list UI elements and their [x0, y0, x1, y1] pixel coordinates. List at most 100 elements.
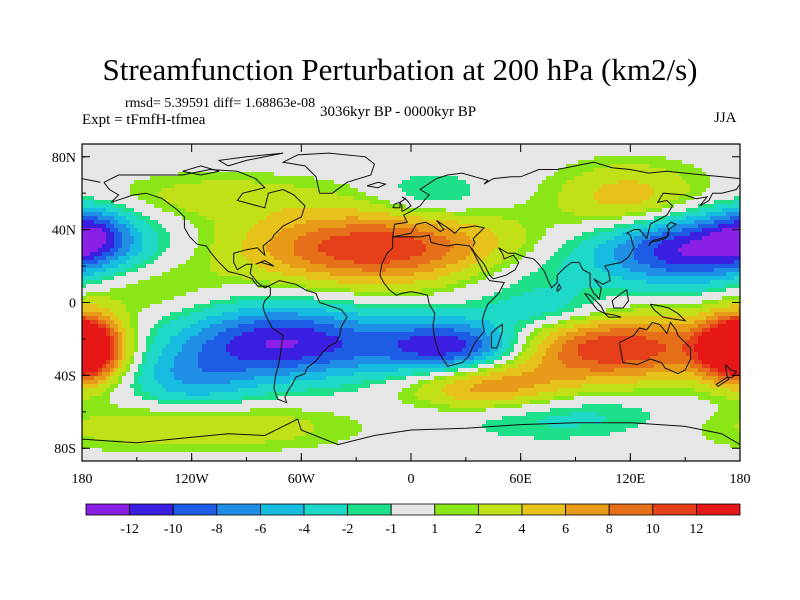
field-cell: [378, 168, 383, 173]
field-cell: [234, 208, 239, 213]
field-cell: [134, 172, 139, 177]
field-cell: [254, 220, 259, 225]
field-cell: [314, 216, 319, 221]
field-cell: [258, 160, 263, 165]
field-cell: [478, 192, 483, 197]
field-cell: [546, 152, 551, 157]
field-cell: [410, 248, 415, 253]
field-cell: [530, 164, 535, 169]
field-cell: [662, 180, 667, 185]
field-cell: [310, 256, 315, 261]
field-cell: [466, 200, 471, 205]
field-cell: [150, 172, 155, 177]
field-cell: [198, 212, 203, 217]
field-cell: [210, 256, 215, 261]
field-cell: [230, 148, 235, 153]
field-cell: [606, 244, 611, 249]
field-cell: [150, 164, 155, 169]
field-cell: [222, 156, 227, 161]
field-cell: [694, 200, 699, 205]
field-cell: [310, 200, 315, 205]
field-cell: [586, 236, 591, 241]
field-cell: [426, 236, 431, 241]
field-cell: [594, 204, 599, 209]
field-cell: [438, 168, 443, 173]
field-cell: [522, 148, 527, 153]
field-cell: [670, 236, 675, 241]
field-cell: [586, 248, 591, 253]
field-cell: [654, 244, 659, 249]
field-cell: [546, 172, 551, 177]
field-cell: [154, 224, 159, 229]
field-cell: [470, 208, 475, 213]
field-cell: [222, 232, 227, 237]
field-cell: [574, 212, 579, 217]
field-cell: [142, 256, 147, 261]
field-cell: [318, 236, 323, 241]
field-cell: [630, 216, 635, 221]
field-cell: [250, 156, 255, 161]
field-cell: [674, 252, 679, 257]
field-cell: [366, 176, 371, 181]
field-cell: [646, 172, 651, 177]
field-cell: [546, 196, 551, 201]
field-cell: [398, 164, 403, 169]
field-cell: [482, 216, 487, 221]
field-cell: [390, 224, 395, 229]
field-cell: [202, 256, 207, 261]
field-cell: [294, 248, 299, 253]
field-cell: [482, 212, 487, 217]
field-cell: [486, 160, 491, 165]
field-cell: [198, 204, 203, 209]
field-cell: [594, 232, 599, 237]
field-cell: [594, 220, 599, 225]
field-cell: [306, 180, 311, 185]
field-cell: [366, 220, 371, 225]
field-cell: [118, 224, 123, 229]
field-cell: [174, 196, 179, 201]
field-cell: [306, 248, 311, 253]
field-cell: [194, 164, 199, 169]
field-cell: [538, 224, 543, 229]
field-cell: [738, 248, 740, 253]
field-cell: [98, 220, 103, 225]
field-cell: [338, 184, 343, 189]
field-cell: [382, 212, 387, 217]
field-cell: [310, 260, 315, 265]
field-cell: [110, 232, 115, 237]
field-cell: [98, 252, 103, 257]
field-cell: [646, 260, 651, 265]
field-cell: [290, 156, 295, 161]
field-cell: [714, 256, 719, 261]
field-cell: [702, 176, 707, 181]
field-cell: [374, 192, 379, 197]
field-cell: [330, 224, 335, 229]
field-cell: [330, 216, 335, 221]
field-cell: [158, 164, 163, 169]
field-cell: [602, 172, 607, 177]
field-cell: [102, 264, 107, 269]
field-cell: [242, 252, 247, 257]
field-cell: [650, 216, 655, 221]
field-cell: [690, 168, 695, 173]
field-cell: [386, 240, 391, 245]
field-cell: [518, 204, 523, 209]
field-cell: [310, 164, 315, 169]
field-cell: [438, 248, 443, 253]
field-cell: [310, 220, 315, 225]
field-cell: [162, 224, 167, 229]
field-cell: [506, 184, 511, 189]
field-cell: [562, 212, 567, 217]
field-cell: [422, 224, 427, 229]
field-cell: [174, 148, 179, 153]
field-cell: [254, 256, 259, 261]
field-cell: [546, 180, 551, 185]
field-cell: [330, 252, 335, 257]
field-cell: [194, 152, 199, 157]
field-cell: [606, 200, 611, 205]
field-cell: [266, 172, 271, 177]
field-cell: [178, 156, 183, 161]
field-cell: [738, 256, 740, 261]
field-cell: [254, 204, 259, 209]
field-cell: [486, 212, 491, 217]
